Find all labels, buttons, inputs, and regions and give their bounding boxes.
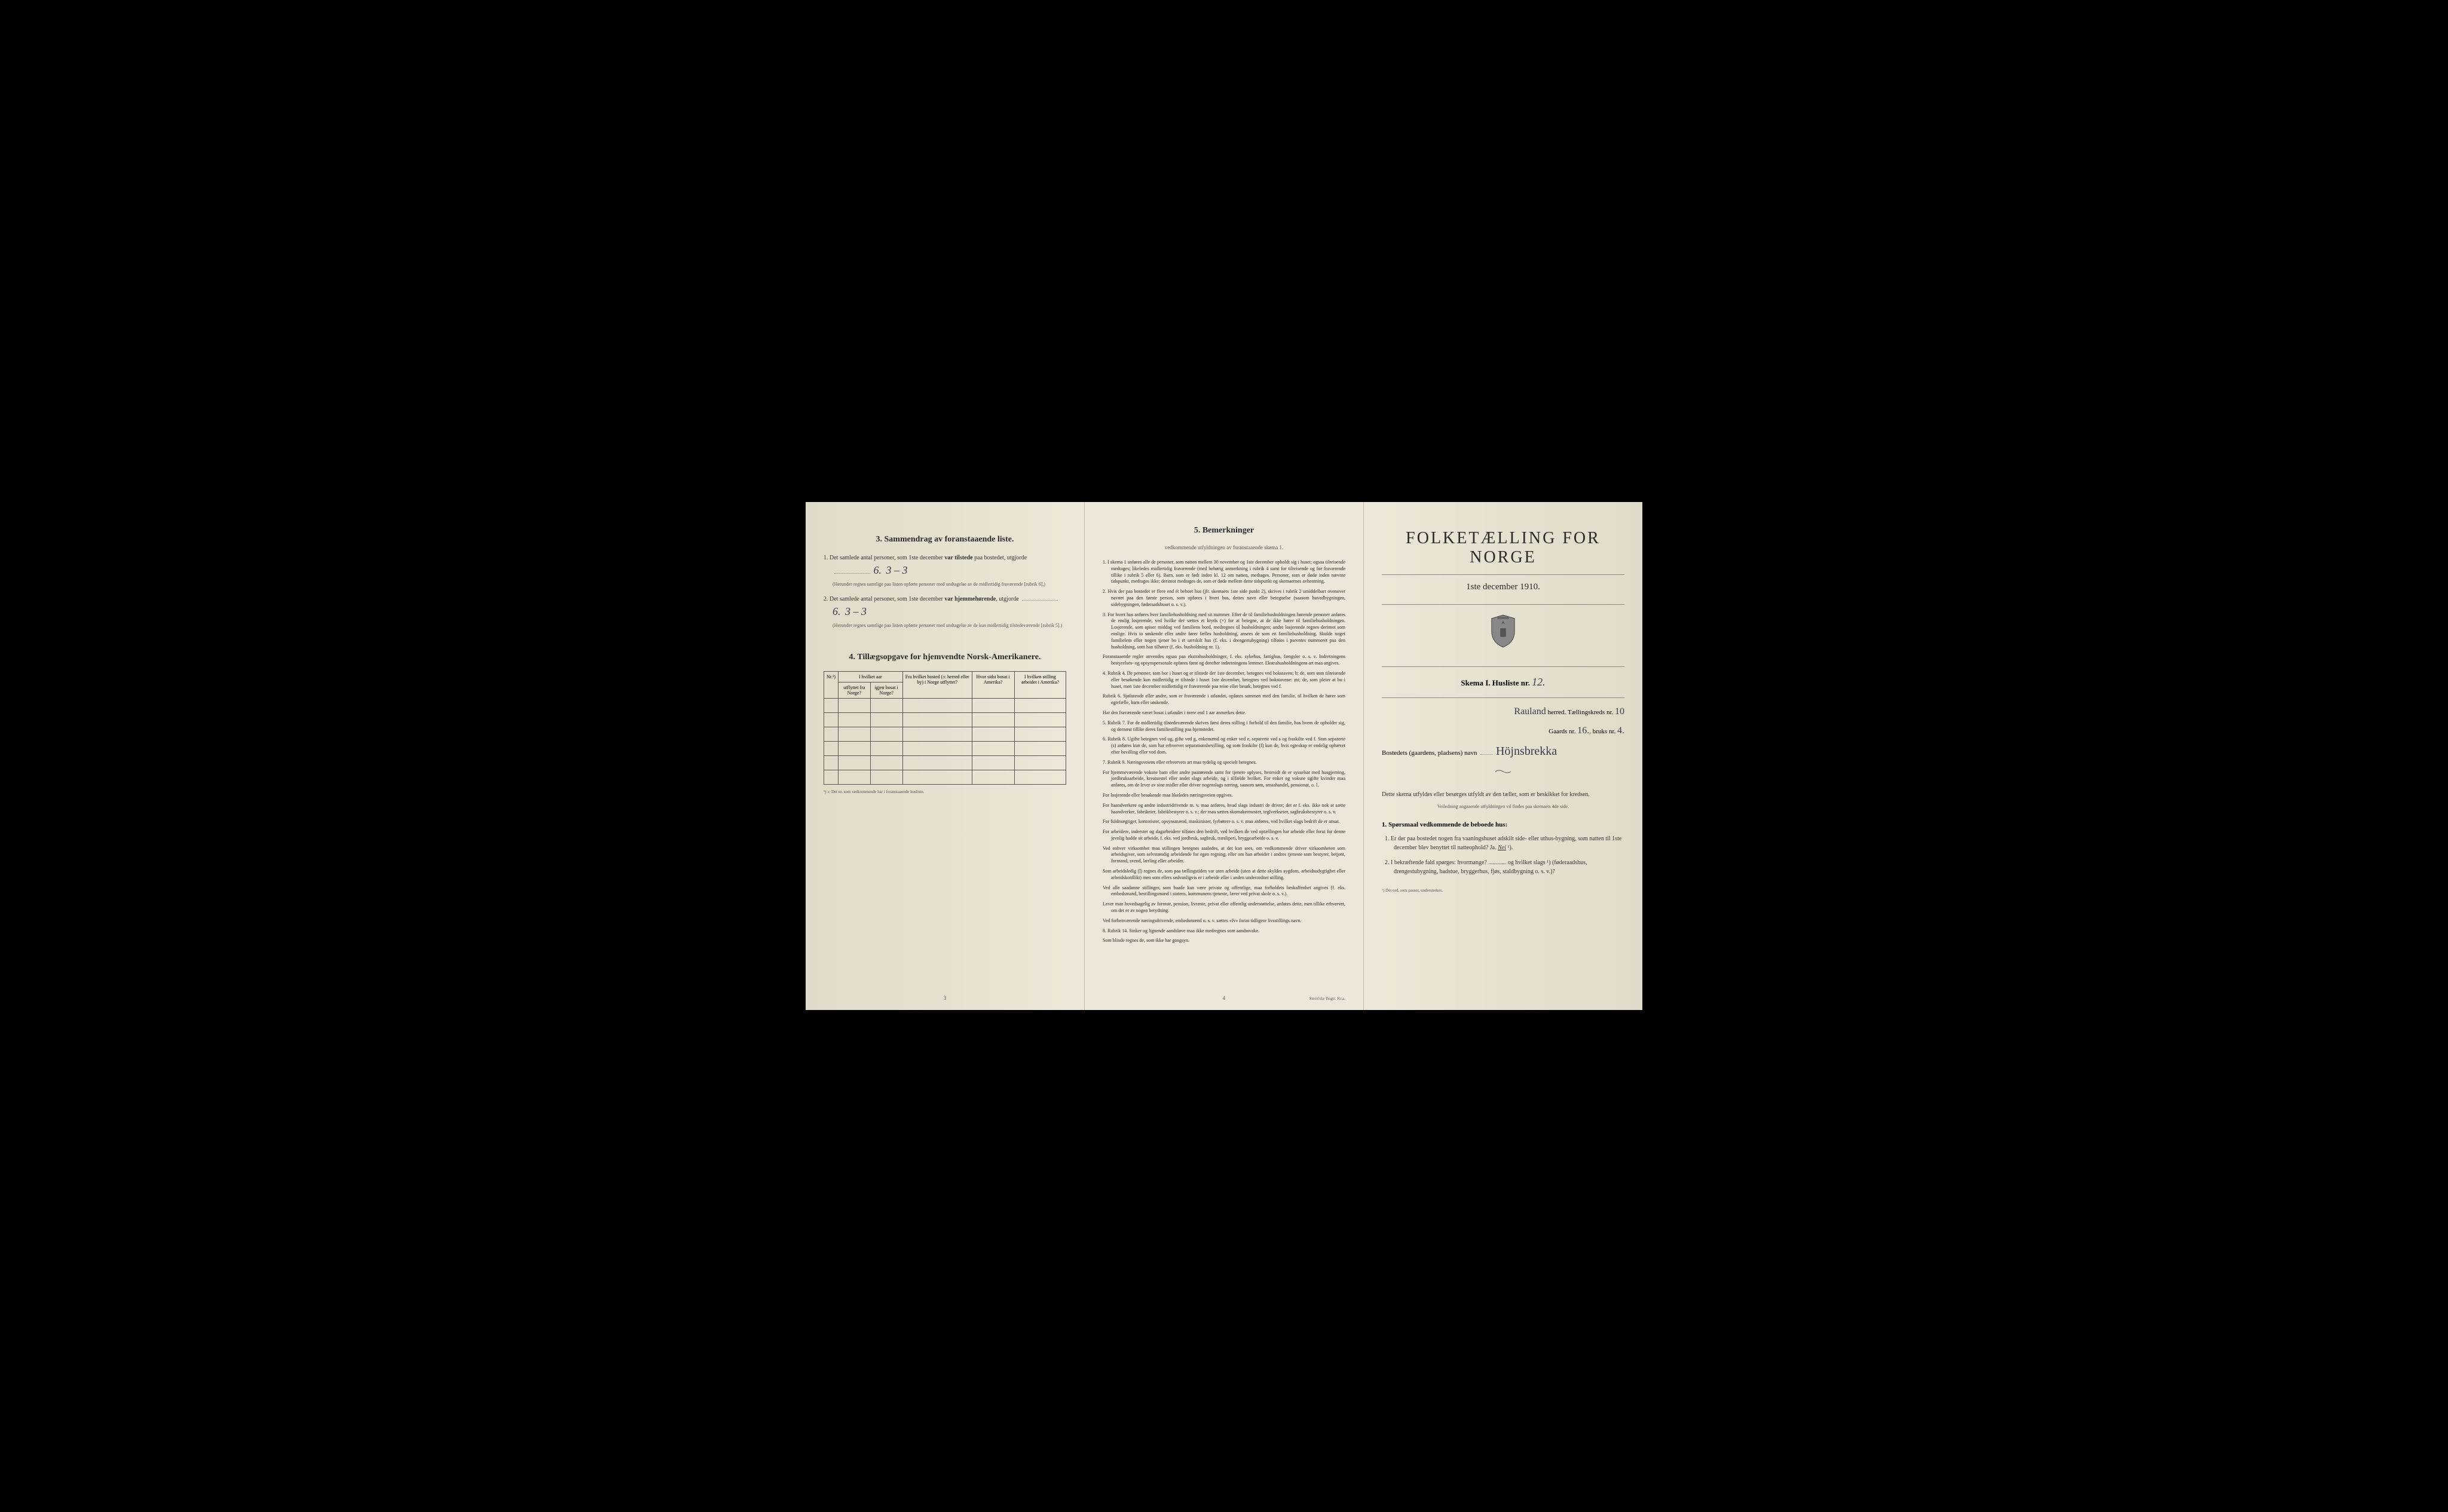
item-1-bold: var tilstede bbox=[944, 555, 972, 561]
table-row bbox=[824, 699, 1066, 713]
bemerk-item: Ved alle saadanne stillinger, som baade … bbox=[1103, 885, 1345, 898]
th-amerika: Hvor sidst bosat i Amerika? bbox=[972, 672, 1014, 699]
husliste-nr: 12. bbox=[1532, 676, 1546, 688]
right-footnote: ¹) Det ord, som passer, understrekes. bbox=[1382, 888, 1624, 893]
coat-of-arms-icon bbox=[1382, 614, 1624, 651]
table-row bbox=[824, 713, 1066, 727]
item-1-prefix: 1. Det samlede antal personer, som 1ste … bbox=[824, 555, 944, 561]
bemerk-item: 5. Rubrik 7. For de midlertidig tilstede… bbox=[1103, 720, 1345, 733]
panel-page-3: 3. Sammendrag av foranstaaende liste. 1.… bbox=[806, 502, 1085, 1010]
bemerk-item: Foranstaaende regler anvendes ogsaa paa … bbox=[1103, 654, 1345, 667]
bemerk-item: 1. I skema 1 anføres alle de personer, s… bbox=[1103, 559, 1345, 585]
item-1-value2: 3 – 3 bbox=[886, 564, 908, 576]
gaards-nr: 16. bbox=[1577, 726, 1589, 736]
amerikanere-table: Nr.¹) I hvilket aar Fra hvilket bosted (… bbox=[824, 671, 1066, 785]
census-date: 1ste december 1910. bbox=[1382, 582, 1624, 592]
bosted-value: Höjnsbrekka bbox=[1496, 745, 1557, 758]
table-row bbox=[824, 727, 1066, 742]
bemerk-item: For losjerende eller besøkende maa likel… bbox=[1103, 792, 1345, 799]
bemerk-item: Som blinde regnes de, som ikke har gangs… bbox=[1103, 938, 1345, 944]
q1-nei: Nei bbox=[1498, 844, 1506, 851]
q1-sup: ¹). bbox=[1506, 844, 1513, 851]
veiledning-note: Veiledning angaaende utfyldningen vil fi… bbox=[1382, 804, 1624, 809]
gaards-line: Gaards nr. 16., bruks nr. 4. bbox=[1382, 726, 1624, 736]
item-2-suffix: , utgjorde bbox=[996, 596, 1018, 602]
main-title: FOLKETÆLLING FOR NORGE bbox=[1382, 529, 1624, 567]
th-aar: I hvilket aar bbox=[839, 672, 903, 682]
bemerk-item: 7. Rubrik 9. Næringsveiens eller erhverv… bbox=[1103, 760, 1345, 766]
bemerk-item: Som arbeidsledig (l) regnes de, som paa … bbox=[1103, 868, 1345, 882]
question-2: 2. I bekræftende fald spørges: hvormange… bbox=[1382, 858, 1624, 876]
bemerk-item: Ved forhenværende næringsdrivende, embed… bbox=[1103, 918, 1345, 925]
table-footnote: ¹) ɔ: Det nr. som vedkommende har i fora… bbox=[824, 789, 1066, 794]
table-body bbox=[824, 699, 1066, 785]
instruction-note: Dette skema utfyldes eller besørges utfy… bbox=[1382, 790, 1624, 799]
bemerk-item: Ved enhver virksomhet maa stillingen bet… bbox=[1103, 846, 1345, 865]
table-row bbox=[824, 770, 1066, 785]
th-stilling: I hvilken stilling arbeidet i Amerika? bbox=[1014, 672, 1066, 699]
bemerk-item: For fuldmægtiger, kontorister, opsynsmæn… bbox=[1103, 819, 1345, 825]
item-1-value: 6. bbox=[874, 564, 882, 576]
item-2-value: 6. bbox=[833, 605, 841, 617]
item-2-prefix: 2. Det samlede antal personer, som 1ste … bbox=[824, 596, 944, 602]
panel-page-4: 5. Bemerkninger vedkommende utfyldningen… bbox=[1085, 502, 1364, 1010]
skema-label: Skema I. Husliste nr. bbox=[1461, 678, 1529, 687]
item-1-note: (Herunder regnes samtlige paa listen opf… bbox=[833, 581, 1066, 587]
census-document: 3. Sammendrag av foranstaaende liste. 1.… bbox=[806, 502, 1642, 1010]
bemerk-item: 2. Hvis der paa bostedet er flere end ét… bbox=[1103, 589, 1345, 608]
bemerk-item: 4. Rubrik 4. De personer, som bor i huse… bbox=[1103, 671, 1345, 690]
question-1: 1. Er der paa bostedet nogen fra vaaning… bbox=[1382, 834, 1624, 852]
page-number-4: 4 bbox=[1223, 995, 1226, 1001]
bemerk-item: 3. For hvert hus anføres hver familiehus… bbox=[1103, 612, 1345, 651]
herred-value: Rauland bbox=[1514, 706, 1546, 717]
section-5-title: 5. Bemerkninger bbox=[1103, 526, 1345, 535]
bemerk-item: 6. Rubrik 8. Ugifte betegnes ved ug, gif… bbox=[1103, 736, 1345, 755]
bemerk-item: For haandverkere og andre industridriven… bbox=[1103, 803, 1345, 816]
section-4-title: 4. Tillægsopgave for hjemvendte Norsk-Am… bbox=[824, 653, 1066, 662]
bemerk-item: Har den fraværende været bosat i utlande… bbox=[1103, 710, 1345, 717]
section-5-subtitle: vedkommende utfyldningen av foranstaaend… bbox=[1103, 544, 1345, 550]
item-2: 2. Det samlede antal personer, som 1ste … bbox=[824, 595, 1066, 629]
skema-line: Skema I. Husliste nr. 12. bbox=[1382, 676, 1624, 688]
gaards-label: Gaards nr. bbox=[1549, 728, 1575, 735]
th-bosat: igjen bosat i Norge? bbox=[870, 682, 902, 699]
kreds-nr: 10 bbox=[1615, 706, 1624, 717]
panel-cover: FOLKETÆLLING FOR NORGE 1ste december 191… bbox=[1364, 502, 1642, 1010]
page-number-3: 3 bbox=[944, 995, 947, 1001]
bemerkninger-list: 1. I skema 1 anføres alle de personer, s… bbox=[1103, 559, 1345, 944]
bemerk-item: 8. Rubrik 14. Sinker og lignende aandslø… bbox=[1103, 928, 1345, 935]
bruks-label: bruks nr. bbox=[1593, 728, 1616, 735]
bosted-line: Bostedets (gaardens, pladsens) navn Höjn… bbox=[1382, 745, 1624, 758]
th-utflyttet: utflyttet fra Norge? bbox=[839, 682, 871, 699]
bemerk-item: Rubrik 6. Sjøfarende eller andre, som er… bbox=[1103, 693, 1345, 706]
item-2-note: (Herunder regnes samtlige paa listen opf… bbox=[833, 622, 1066, 629]
th-nr: Nr.¹) bbox=[824, 672, 839, 699]
bruks-nr: 4. bbox=[1617, 726, 1624, 736]
bemerk-item: For arbeidere, inderster og dagarbeidere… bbox=[1103, 829, 1345, 842]
bosted-label: Bostedets (gaardens, pladsens) navn bbox=[1382, 749, 1477, 757]
bemerk-item: Lever man hovedsagelig av formue, pensio… bbox=[1103, 901, 1345, 914]
item-1: 1. Det samlede antal personer, som 1ste … bbox=[824, 553, 1066, 587]
printer-note: Steen'ske Bogtr. Kr.a. bbox=[1309, 996, 1345, 1001]
item-2-value2: 3 – 3 bbox=[845, 605, 867, 617]
table-row bbox=[824, 756, 1066, 770]
table-row bbox=[824, 742, 1066, 756]
ornament-icon bbox=[1382, 767, 1624, 778]
bemerk-item: For hjemmeværende voksne barn eller andr… bbox=[1103, 770, 1345, 789]
herred-line: Rauland herred. Tællingskreds nr. 10 bbox=[1382, 706, 1624, 717]
item-1-suffix: paa bostedet, utgjorde bbox=[973, 555, 1027, 561]
item-2-bold: var hjemmehørende bbox=[944, 596, 996, 602]
questions-header: 1. Spørsmaal vedkommende de beboede hus: bbox=[1382, 821, 1624, 828]
herred-label: herred. Tællingskreds nr. bbox=[1547, 709, 1613, 716]
section-3-title: 3. Sammendrag av foranstaaende liste. bbox=[824, 535, 1066, 544]
th-bosted: Fra hvilket bosted (ɔ: herred eller by) … bbox=[902, 672, 972, 699]
